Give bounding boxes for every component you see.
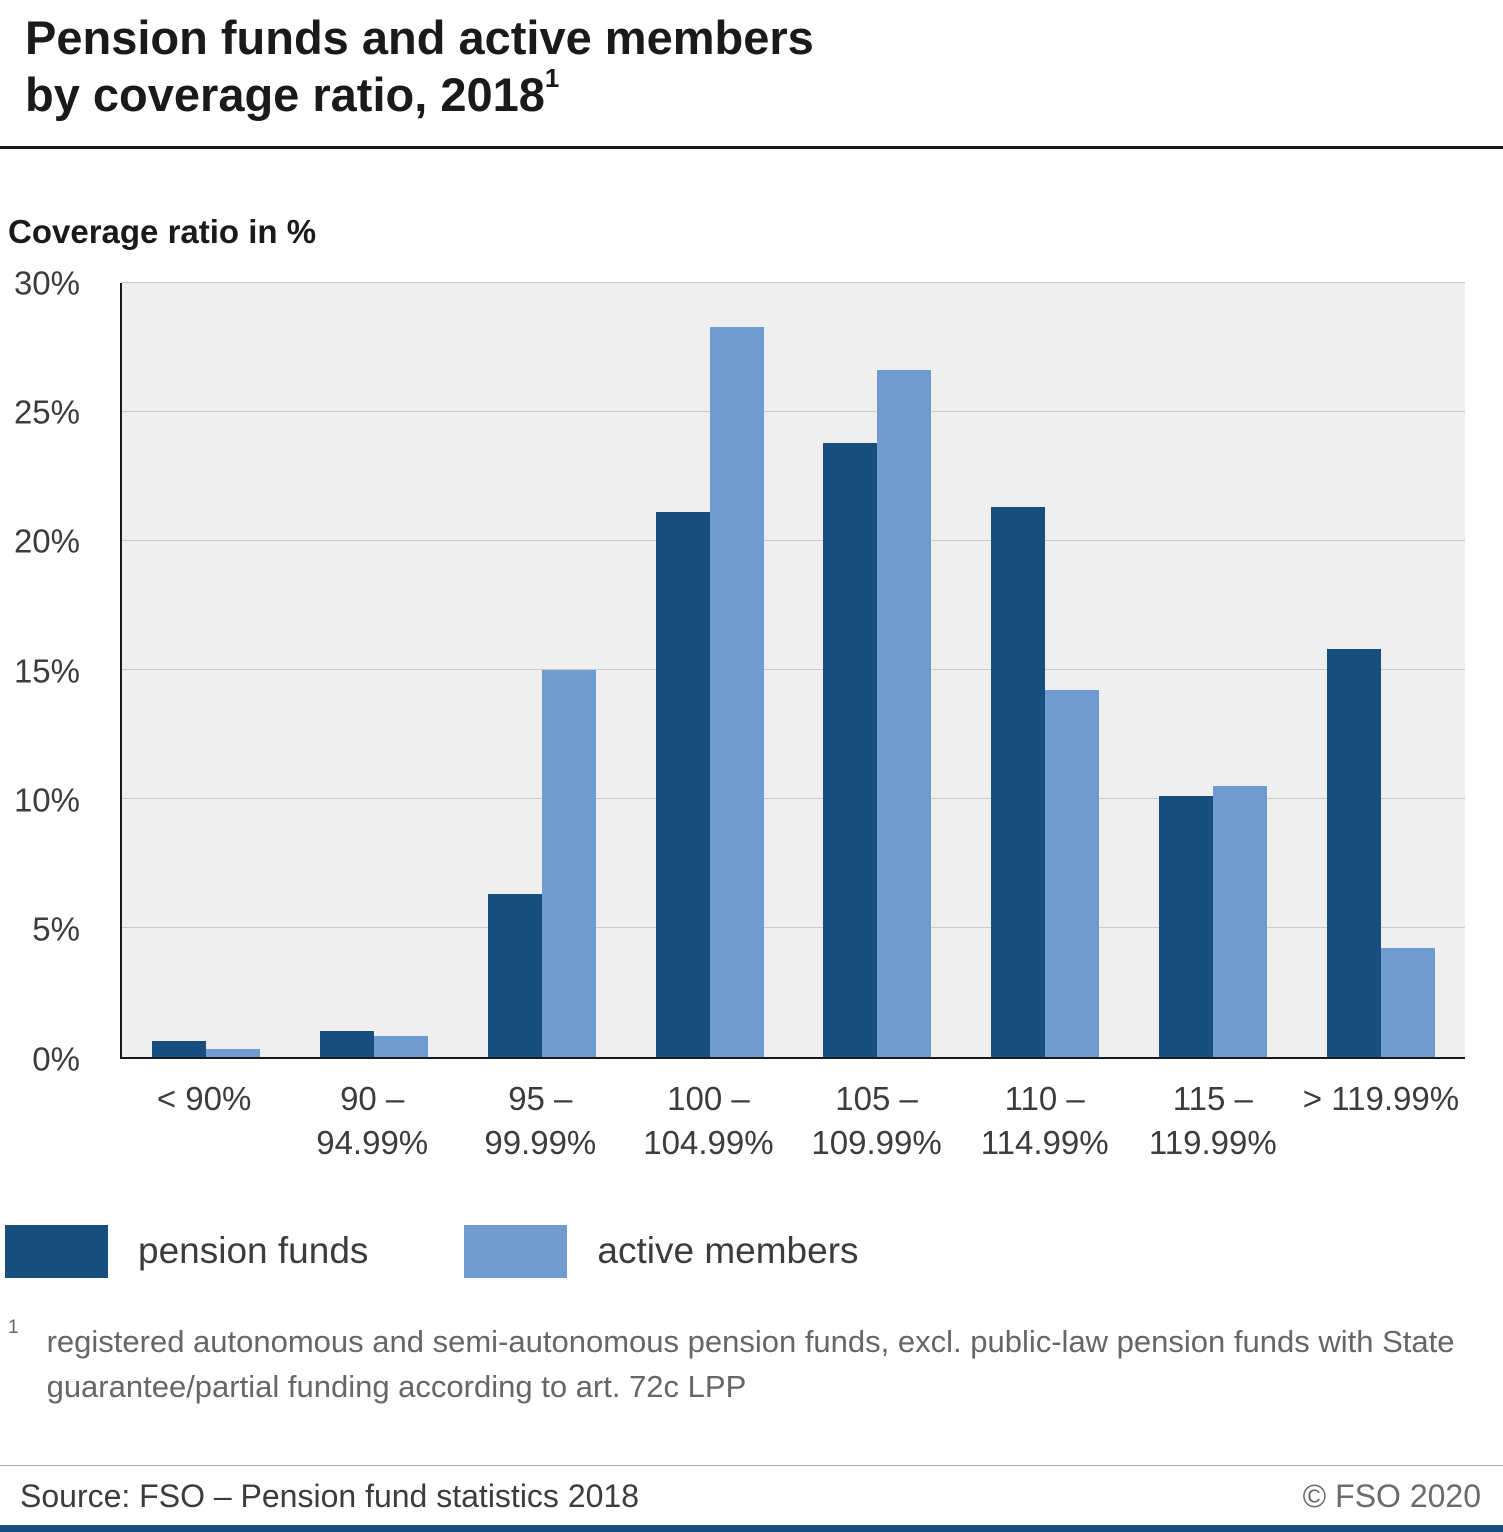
footnote-marker: 1 [8,1316,19,1338]
bar-pension-funds-3 [487,894,542,1057]
footnote: 1 registered autonomous and semi-autonom… [8,1317,1478,1410]
legend-item-pension-funds: pension funds [5,1224,369,1278]
bar-group-6 [961,283,1129,1057]
x-tick-label-4: 100 – 104.99% [643,1079,774,1161]
bar-pension-funds-8 [1327,649,1382,1057]
source-text: Source: FSO – Pension fund statistics 20… [20,1478,639,1514]
bar-group-8 [1297,283,1465,1057]
title-footnote-marker: 1 [544,62,560,93]
bar-pension-funds-5 [823,442,878,1057]
y-tick-label-5: 5% [32,910,80,948]
y-axis-title: Coverage ratio in % [8,212,317,250]
x-tick-label-2: 90 – 94.99% [316,1079,429,1161]
gridline-30 [122,281,1465,283]
gridline-10 [122,797,1465,799]
footer-row: Source: FSO – Pension fund statistics 20… [0,1466,1503,1525]
plot-wrap [120,281,1465,1059]
y-tick-label-25: 25% [13,393,80,431]
x-tick-label-5: 105 – 109.99% [811,1079,942,1161]
y-tick-label-0: 0% [32,1040,80,1078]
gridline-20 [122,539,1465,541]
page-footer: Source: FSO – Pension fund statistics 20… [0,1465,1503,1532]
page-title: Pension funds and active members by cover… [25,10,1478,124]
y-tick-label-15: 15% [13,652,80,690]
gridline-25 [122,410,1465,412]
legend: pension funds active members [5,1224,1503,1278]
x-tick-label-7: 115 – 119.99% [1148,1079,1277,1161]
legend-swatch-2 [464,1224,568,1278]
y-tick-label-20: 20% [13,522,80,560]
bar-group-2 [290,283,458,1057]
brand-bar [0,1525,1503,1532]
x-tick-label-1: < 90% [156,1079,252,1117]
bar-group-3 [458,283,626,1057]
bar-chart: 0% 5% 10% 15% 20% 25% 30% [0,266,1503,1075]
bar-active-members-8 [1381,948,1436,1057]
bar-active-members-1 [205,1048,260,1057]
bar-active-members-5 [877,370,932,1057]
bar-active-members-2 [373,1036,428,1057]
bars-container [122,283,1465,1057]
bar-group-5 [794,283,962,1057]
title-divider [0,145,1503,149]
footer-divider [0,1465,1503,1466]
bar-group-7 [1129,283,1297,1057]
legend-label-2: active members [597,1230,859,1272]
copyright-text: © FSO 2020 [1302,1478,1481,1514]
legend-label-1: pension funds [138,1230,369,1272]
y-tick-label-30: 30% [13,264,80,302]
footnote-text: registered autonomous and semi-autonomou… [46,1323,1455,1404]
x-tick-label-8: > 119.99% [1302,1079,1460,1117]
bar-active-members-7 [1213,785,1268,1057]
bar-active-members-4 [709,326,764,1057]
gridline-5 [122,926,1465,928]
legend-swatch-1 [5,1224,108,1278]
bar-active-members-3 [541,669,596,1057]
gridline-15 [122,668,1465,670]
x-tick-label-3: 95 – 99.99% [484,1079,597,1161]
bar-group-4 [626,283,794,1057]
bar-pension-funds-7 [1159,796,1214,1057]
y-axis-labels: 0% 5% 10% 15% 20% 25% 30% [0,266,120,1075]
bar-group-1 [122,283,290,1057]
x-axis-labels: < 90% 90 – 94.99% 95 – 99.99% 100 – 104.99%… [120,1077,1465,1165]
title-line-2: by coverage ratio, 2018 [25,67,545,121]
plot-area [120,281,1465,1059]
bar-pension-funds-6 [991,507,1046,1057]
bar-pension-funds-2 [319,1030,374,1057]
legend-item-active-members: active members [464,1224,859,1278]
y-tick-label-10: 10% [13,781,80,819]
x-tick-label-6: 110 – 114.99% [980,1079,1109,1161]
bar-active-members-6 [1045,690,1100,1057]
title-line-1: Pension funds and active members [25,11,814,64]
bar-pension-funds-1 [151,1041,206,1057]
bar-pension-funds-4 [655,512,710,1057]
